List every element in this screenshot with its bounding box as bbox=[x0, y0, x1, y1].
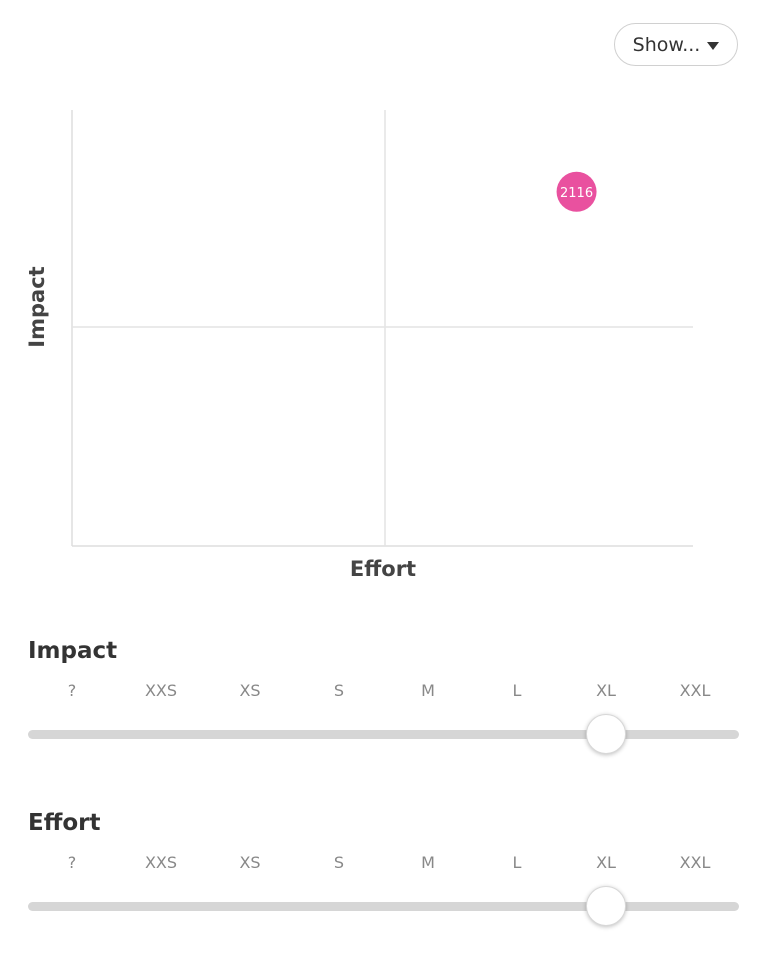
slider-tick[interactable]: XL bbox=[596, 853, 616, 872]
slider-tick[interactable]: XXL bbox=[679, 681, 711, 700]
slider-tick[interactable]: L bbox=[512, 681, 522, 700]
slider-tick[interactable]: S bbox=[333, 681, 345, 700]
effort-slider-ticks: ? XXS XS S M L XL XXL bbox=[28, 853, 739, 873]
slider-tick[interactable]: XS bbox=[239, 853, 261, 872]
effort-slider-thumb[interactable] bbox=[586, 886, 626, 926]
slider-tick[interactable]: M bbox=[421, 681, 435, 700]
slider-tick[interactable]: S bbox=[333, 853, 345, 872]
slider-tick[interactable]: XXS bbox=[144, 853, 178, 872]
matrix-point-marker[interactable] bbox=[556, 171, 597, 212]
impact-slider-ticks: ? XXS XS S M L XL XXL bbox=[28, 681, 739, 701]
show-dropdown[interactable]: Show... bbox=[614, 23, 738, 66]
points-layer: 2116 bbox=[556, 171, 597, 212]
slider-tick[interactable]: XS bbox=[239, 681, 261, 700]
effort-slider-track[interactable] bbox=[28, 902, 739, 911]
impact-slider-track[interactable] bbox=[28, 730, 739, 739]
show-dropdown-label: Show... bbox=[632, 33, 701, 56]
slider-tick[interactable]: L bbox=[512, 853, 522, 872]
slider-tick[interactable]: ? bbox=[67, 681, 77, 700]
matrix-point-label: 2116 bbox=[560, 186, 593, 201]
slider-tick[interactable]: XXL bbox=[679, 853, 711, 872]
impact-effort-matrix: Effort Impact 2116 bbox=[25, 110, 693, 581]
x-axis-label: Effort bbox=[350, 557, 416, 581]
impact-slider-thumb[interactable] bbox=[586, 714, 626, 754]
impact-slider-title: Impact bbox=[28, 638, 118, 664]
y-axis-label: Impact bbox=[25, 266, 49, 347]
slider-tick[interactable]: M bbox=[421, 853, 435, 872]
effort-slider-title: Effort bbox=[28, 810, 101, 836]
slider-tick[interactable]: XXS bbox=[144, 681, 178, 700]
slider-tick[interactable]: ? bbox=[67, 853, 77, 872]
slider-tick[interactable]: XL bbox=[596, 681, 616, 700]
caret-down-icon bbox=[707, 41, 720, 50]
matrix-point[interactable]: 2116 bbox=[556, 171, 597, 212]
